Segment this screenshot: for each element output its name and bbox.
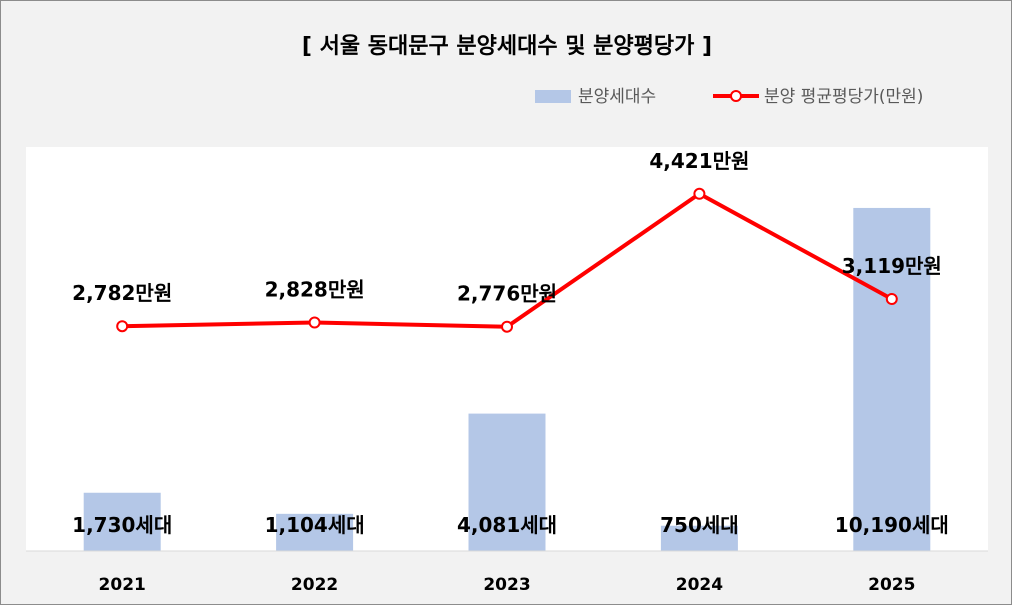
x-tick-2024: 2024 [676, 575, 723, 595]
bar-2023 [468, 413, 546, 551]
line-point-2021 [116, 320, 129, 333]
bar-label-2025: 10,190세대 [835, 513, 949, 537]
bar-label-2024: 750세대 [660, 513, 739, 537]
legend-line-marker [730, 90, 742, 102]
line-label-2023: 2,776만원 [457, 282, 557, 306]
bar-series [83, 207, 931, 552]
legend-line-label: 분양 평균평당가(만원) [764, 87, 923, 107]
legend-bar-label: 분양세대수 [578, 87, 656, 107]
bar-label-2023: 4,081세대 [457, 513, 557, 537]
line-label-2024: 4,421만원 [649, 149, 749, 173]
x-tick-2023: 2023 [483, 575, 530, 595]
bar-label-2022: 1,104세대 [265, 513, 365, 537]
line-data-labels: 2,782만원 2,828만원 2,776만원 4,421만원 3,119만원 [72, 149, 942, 306]
line-label-2025: 3,119만원 [842, 254, 942, 278]
bar-data-labels: 1,730세대 1,104세대 4,081세대 750세대 10,190세대 [72, 513, 949, 537]
x-tick-2022: 2022 [291, 575, 338, 595]
legend-bar-swatch [535, 90, 571, 103]
line-point-2024 [693, 187, 706, 200]
bar-2024 [660, 525, 738, 551]
line-label-2021: 2,782만원 [72, 281, 172, 305]
bar-2021 [83, 492, 161, 551]
x-tick-2021: 2021 [99, 575, 146, 595]
line-point-2022 [308, 316, 321, 329]
line-series [116, 187, 898, 333]
line-label-2022: 2,828만원 [265, 277, 365, 301]
chart-title: [ 서울 동대문구 분양세대수 및 분양평당가 ] [302, 34, 712, 59]
legend: 분양세대수 분양 평균평당가(만원) [535, 87, 923, 107]
line-point-2025 [885, 292, 898, 305]
x-tick-2025: 2025 [868, 575, 915, 595]
line-point-2023 [501, 320, 513, 333]
bar-2025 [853, 207, 931, 552]
bar-label-2021: 1,730세대 [72, 513, 172, 537]
bar-2022 [276, 513, 354, 551]
x-axis-ticks: 2021 2022 2023 2024 2025 [99, 575, 916, 595]
